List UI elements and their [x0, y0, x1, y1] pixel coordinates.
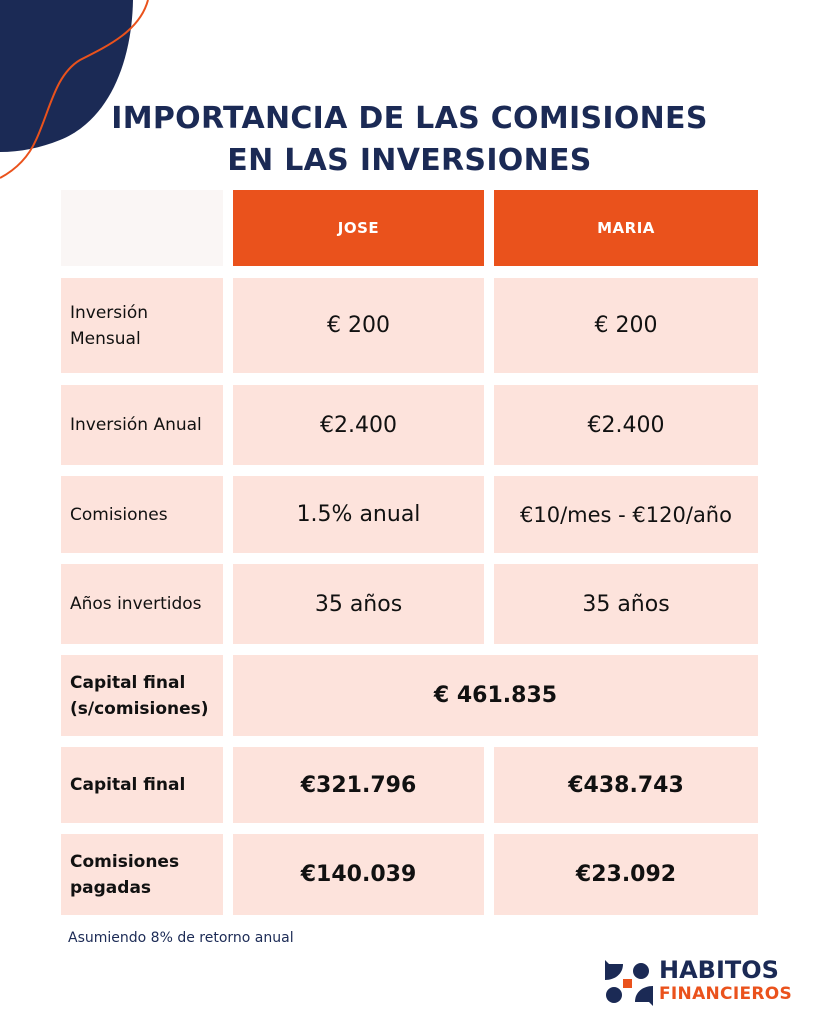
cell-maria: €23.092: [494, 834, 758, 915]
column-header-maria: MARIA: [494, 190, 758, 266]
cell-jose: €140.039: [233, 834, 484, 915]
row-label: Inversión Anual: [61, 385, 223, 465]
row-label: Comisiones pagadas: [61, 834, 223, 915]
page-title: IMPORTANCIA DE LAS COMISIONES EN LAS INV…: [111, 101, 708, 178]
logo-mark-icon: [605, 960, 653, 1006]
logo-text-line2: FINANCIEROS: [659, 984, 793, 1004]
cell-maria: 35 años: [494, 564, 758, 644]
footnote: Asumiendo 8% de retorno anual: [68, 930, 294, 946]
cell-jose: € 200: [233, 278, 484, 373]
cell-jose: 35 años: [233, 564, 484, 644]
decorative-blob: [0, 0, 149, 179]
row-label: Comisiones: [61, 476, 223, 553]
row-label: Inversión Mensual: [61, 278, 223, 373]
cell-maria: €438.743: [494, 747, 758, 823]
cell-jose: 1.5% anual: [233, 476, 484, 553]
cell-merged: € 461.835: [233, 655, 758, 736]
row-label: Capital final (s/comisiones): [61, 655, 223, 736]
header-blank-cell: [61, 190, 223, 266]
cell-maria: €2.400: [494, 385, 758, 465]
cell-maria: € 200: [494, 278, 758, 373]
logo-text-line1: HABITOS: [659, 956, 779, 984]
row-label: Años invertidos: [61, 564, 223, 644]
cell-jose: €321.796: [233, 747, 484, 823]
logo: HABITOS FINANCIEROS: [603, 958, 793, 1008]
column-header-jose: JOSE: [233, 190, 484, 266]
row-label: Capital final: [61, 747, 223, 823]
cell-maria: €10/mes - €120/año: [494, 476, 758, 553]
cell-jose: €2.400: [233, 385, 484, 465]
